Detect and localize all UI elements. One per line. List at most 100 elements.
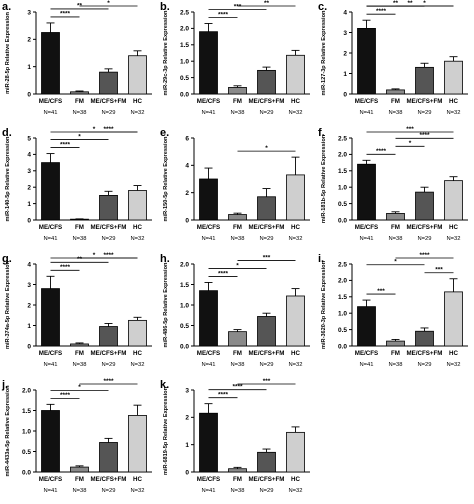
y-tick-label: 1: [27, 64, 31, 71]
significance-bracket: ***: [424, 267, 454, 274]
y-axis-label: miR-6819-5p Relative Expression: [163, 386, 169, 475]
y-tick-label: 2.0: [338, 152, 347, 159]
significance-label: ***: [435, 267, 443, 274]
panel-label: k.: [160, 379, 169, 391]
bar-me-cfs-fm: [257, 316, 276, 347]
y-tick-label: 3: [27, 168, 31, 175]
bar-me-cfs: [199, 290, 218, 347]
significance-label: ****: [218, 11, 229, 18]
bar-me-cfs: [199, 412, 218, 473]
y-tick-label: 1: [343, 71, 347, 78]
y-tick-label: 4: [27, 152, 31, 159]
significance-label: *: [78, 133, 81, 140]
x-category-label: ME/CFS+FM: [407, 350, 443, 357]
significance-bracket: *: [208, 262, 267, 269]
bar-me-cfs-fm: [99, 195, 118, 221]
y-tick-label: 2.0: [180, 26, 189, 33]
significance-bracket: ***: [237, 378, 296, 385]
bar-me-cfs-fm: [257, 69, 276, 95]
error-bar: [291, 288, 300, 296]
sample-size-label: N=32: [446, 236, 460, 242]
sample-size-label: N=32: [130, 488, 144, 494]
bar-fm: [228, 331, 247, 347]
chart-panel-g: g.miR-374a-5p Relative Expression 0 1 2 3 4 ME…: [2, 252, 152, 368]
bar-me-cfs-fm: [99, 326, 118, 347]
x-category-label: HC: [291, 98, 300, 105]
panel-label: c.: [318, 1, 327, 13]
error-bar: [420, 327, 429, 332]
significance-label: ***: [263, 378, 271, 385]
x-category-label: FM: [233, 350, 242, 357]
y-tick-label: 1: [27, 323, 31, 330]
y-tick-label: 1.5: [338, 294, 347, 301]
significance-label: *: [423, 0, 426, 7]
error-bar: [233, 85, 242, 88]
error-bar: [75, 90, 84, 92]
y-tick-label: 4: [343, 9, 347, 16]
x-category-label: ME/CFS: [39, 476, 62, 483]
significance-label: ****: [419, 132, 430, 139]
sample-size-label: N=41: [201, 236, 215, 242]
y-axis-label: miR-29c-3p Relative Expression: [163, 10, 169, 95]
bar-me-cfs-fm: [257, 451, 276, 473]
significance-bracket: *: [50, 252, 138, 259]
bar-hc: [286, 431, 305, 473]
y-axis-label: miR-486-5p Relative Expression: [163, 262, 169, 347]
bar-me-cfs: [199, 178, 218, 221]
chart-panel-i: i.miR-3620-3p Relative Expression 0.0 0.5 1…: [318, 252, 468, 368]
y-axis-label: miR-28-5p Relative Expression: [5, 12, 11, 94]
y-tick-label: 2.0: [180, 261, 189, 268]
x-category-label: ME/CFS+FM: [91, 476, 127, 483]
significance-bracket: *: [237, 145, 296, 152]
y-axis-label: miR-140-5p Relative Expression: [5, 136, 11, 221]
error-bar: [262, 66, 271, 71]
y-tick-label: 2.5: [180, 9, 189, 16]
x-category-label: ME/CFS: [39, 350, 62, 357]
chart-panel-h: h.miR-486-5p Relative Expression 0.0 0.5 1.…: [160, 253, 310, 368]
y-axis-label: miR-374a-5p Relative Expression: [5, 260, 11, 349]
y-tick-label: 0.0: [338, 217, 347, 224]
significance-bracket: ****: [395, 132, 454, 139]
y-tick-label: 1.0: [338, 311, 347, 318]
x-category-label: ME/CFS+FM: [249, 224, 285, 231]
significance-bracket: ****: [50, 264, 80, 271]
error-bar: [104, 190, 113, 196]
significance-bracket: ****: [50, 392, 80, 399]
x-category-label: ME/CFS+FM: [249, 98, 285, 105]
x-category-label: FM: [75, 476, 84, 483]
sample-size-label: N=38: [72, 362, 86, 368]
bar-me-cfs-fm: [415, 330, 434, 347]
error-bar: [420, 186, 429, 193]
x-category-label: ME/CFS+FM: [249, 350, 285, 357]
x-category-label: ME/CFS: [39, 224, 62, 231]
error-bar: [262, 448, 271, 453]
y-tick-label: 0: [185, 469, 189, 476]
sample-size-label: N=32: [130, 236, 144, 242]
chart-panel-k: k.miR-6819-5p Relative Expression 0 1 2 3 ME/…: [160, 378, 310, 494]
y-tick-label: 1.0: [180, 59, 189, 66]
y-tick-label: 2: [27, 185, 31, 192]
error-bar: [133, 185, 142, 191]
error-bar: [204, 282, 213, 291]
sample-size-label: N=29: [417, 236, 431, 242]
bar-me-cfs: [357, 306, 376, 347]
sample-size-label: N=38: [230, 488, 244, 494]
significance-label: **: [77, 256, 83, 263]
sample-size-label: N=29: [101, 362, 115, 368]
y-tick-label: 2: [185, 415, 189, 422]
bar-fm: [70, 91, 89, 95]
bar-hc: [128, 55, 147, 95]
significance-bracket: *: [79, 0, 138, 7]
y-tick-label: 1.5: [22, 408, 31, 415]
sample-size-label: N=32: [130, 362, 144, 368]
error-bar: [75, 342, 84, 344]
error-bar: [75, 465, 84, 468]
significance-bracket: *: [50, 384, 109, 391]
sample-size-label: N=32: [288, 488, 302, 494]
bar-me-cfs: [41, 410, 60, 473]
x-category-label: HC: [449, 350, 458, 357]
x-category-label: HC: [449, 224, 458, 231]
x-category-label: FM: [75, 98, 84, 105]
error-bar: [204, 403, 213, 414]
sample-size-label: N=38: [388, 362, 402, 368]
